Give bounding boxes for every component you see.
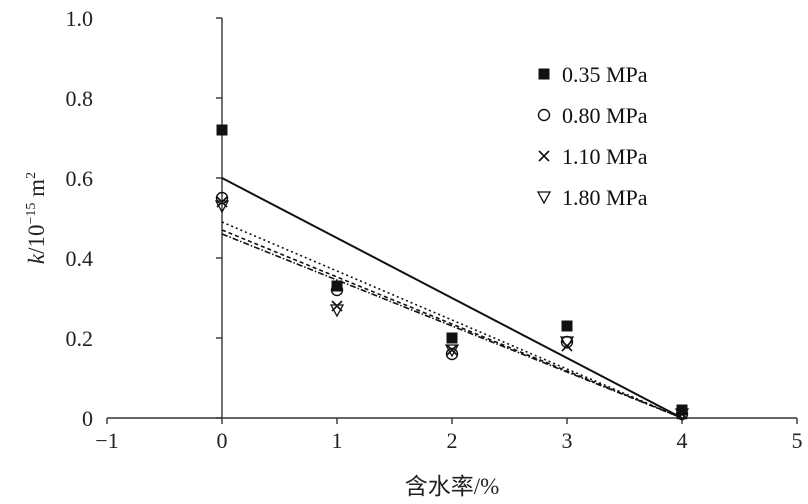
trendline-series-4 — [221, 233, 683, 419]
y-axis-title: k/10−15 m2 — [24, 172, 49, 264]
legend-marker-2 — [537, 108, 551, 122]
point-series-1 — [676, 404, 688, 416]
point-series-4 — [214, 200, 230, 214]
x-tick-label: 1 — [332, 428, 343, 453]
y-tick-label: 0.4 — [66, 246, 94, 271]
point-series-1 — [446, 332, 458, 344]
y-tick-label: 0 — [82, 406, 93, 431]
point-series-1 — [561, 320, 573, 332]
data-points — [214, 124, 690, 422]
y-tick-label: 0.8 — [66, 86, 94, 111]
trendline-series-1 — [221, 177, 683, 419]
x-tick-label: 4 — [677, 428, 688, 453]
point-series-4 — [444, 344, 460, 358]
point-series-4 — [329, 304, 345, 318]
x-tick-label: 5 — [792, 428, 803, 453]
trendline-series-3 — [221, 229, 683, 419]
legend-marker-3 — [538, 150, 550, 162]
x-tick-label: −1 — [95, 428, 118, 453]
legend-label: 0.35 MPa — [562, 62, 648, 87]
point-series-2 — [330, 283, 344, 297]
axis-titles: 含水率/% k/10−15 m2 — [24, 172, 499, 499]
y-tick-label: 0.6 — [66, 166, 94, 191]
legend-marker-1 — [538, 68, 550, 80]
legend-label: 1.10 MPa — [562, 144, 648, 169]
point-series-3 — [676, 408, 688, 420]
legend: 0.35 MPa 0.80 MPa 1.10 MPa 1.80 MPa — [536, 62, 648, 210]
trendline-series-2 — [221, 221, 683, 419]
x-tick-label: 2 — [447, 428, 458, 453]
y-tick-label: 0.2 — [66, 326, 94, 351]
trendlines — [221, 177, 683, 419]
point-series-2 — [445, 347, 459, 361]
point-series-2 — [215, 191, 229, 205]
axes: −1 0 1 2 3 4 500.20.40.60.81.0 — [66, 6, 803, 453]
legend-label: 0.80 MPa — [562, 103, 648, 128]
point-series-3 — [446, 344, 458, 356]
legend-marker-4 — [536, 191, 552, 205]
point-series-1 — [331, 280, 343, 292]
legend-label: 1.80 MPa — [562, 185, 648, 210]
point-series-4 — [674, 408, 690, 422]
x-axis-title: 含水率/% — [405, 474, 500, 499]
x-tick-label: 3 — [562, 428, 573, 453]
y-tick-label: 1.0 — [66, 6, 94, 31]
point-series-1 — [216, 124, 228, 136]
point-series-4 — [559, 336, 575, 350]
x-tick-label: 0 — [217, 428, 228, 453]
